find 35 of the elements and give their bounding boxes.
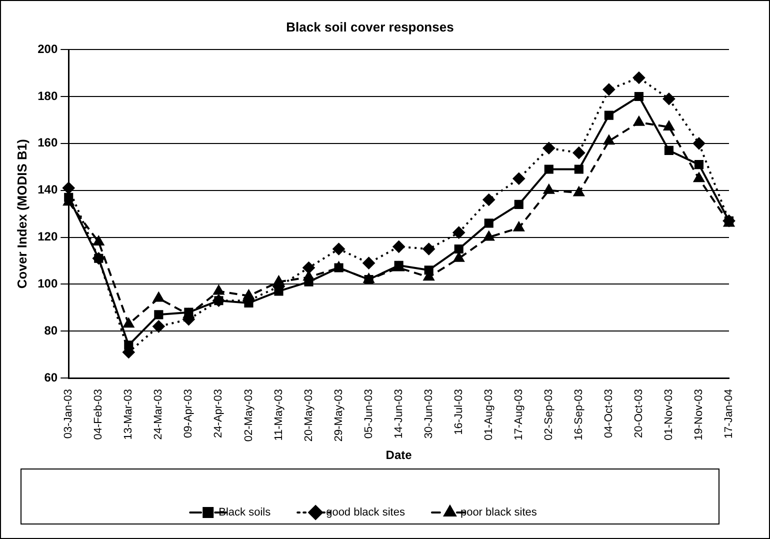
x-tick-label: 09-Apr-03 xyxy=(182,389,195,438)
x-tick-label: 17-Aug-03 xyxy=(512,389,525,440)
x-tick-label: 01-Aug-03 xyxy=(482,389,495,440)
x-tick-label: 04-Feb-03 xyxy=(92,389,105,440)
x-tick-label: 20-May-03 xyxy=(302,389,315,442)
y-tick-label: 80 xyxy=(44,323,58,338)
x-tick-label: 03-Jan-03 xyxy=(62,389,75,439)
x-tick-label: 30-Jun-03 xyxy=(422,389,435,439)
x-tick-label: 20-Oct-03 xyxy=(632,389,645,438)
x-tick-label: 02-May-03 xyxy=(242,389,255,442)
x-tick-label: 19-Nov-03 xyxy=(693,389,706,440)
x-tick-label: 24-Apr-03 xyxy=(212,389,225,438)
x-tick-label: 05-Jun-03 xyxy=(362,389,375,439)
x-tick-label: 16-Sep-03 xyxy=(572,389,585,440)
y-tick-label: 60 xyxy=(44,370,58,384)
x-tick-label: 24-Mar-03 xyxy=(152,389,165,440)
x-tick-label: 16-Jul-03 xyxy=(452,389,465,435)
y-tick-label: 100 xyxy=(38,276,58,290)
x-tick-label: 29-May-03 xyxy=(332,389,345,442)
y-tick-label: 200 xyxy=(38,42,58,56)
legend-label: good black sites xyxy=(326,506,406,519)
y-tick-label: 160 xyxy=(38,136,58,150)
chart-title: Black soil cover responses xyxy=(286,19,454,34)
x-tick-label: 13-Mar-03 xyxy=(122,389,135,440)
x-tick-label: 11-May-03 xyxy=(272,389,285,441)
x-tick-label: 17-Jan-04 xyxy=(723,389,736,439)
y-tick-label: 180 xyxy=(38,88,58,103)
x-tick-label: 01-Nov-03 xyxy=(662,389,675,440)
y-tick-label: 140 xyxy=(38,182,58,197)
y-axis-title: Cover Index (MODIS B1) xyxy=(14,139,30,289)
y-tick-label: 120 xyxy=(38,230,58,244)
x-tick-label: 04-Oct-03 xyxy=(602,389,615,438)
x-tick-label: 02-Sep-03 xyxy=(542,389,555,440)
x-tick-label: 14-Jun-03 xyxy=(392,389,405,439)
x-axis-title: Date xyxy=(386,448,412,462)
